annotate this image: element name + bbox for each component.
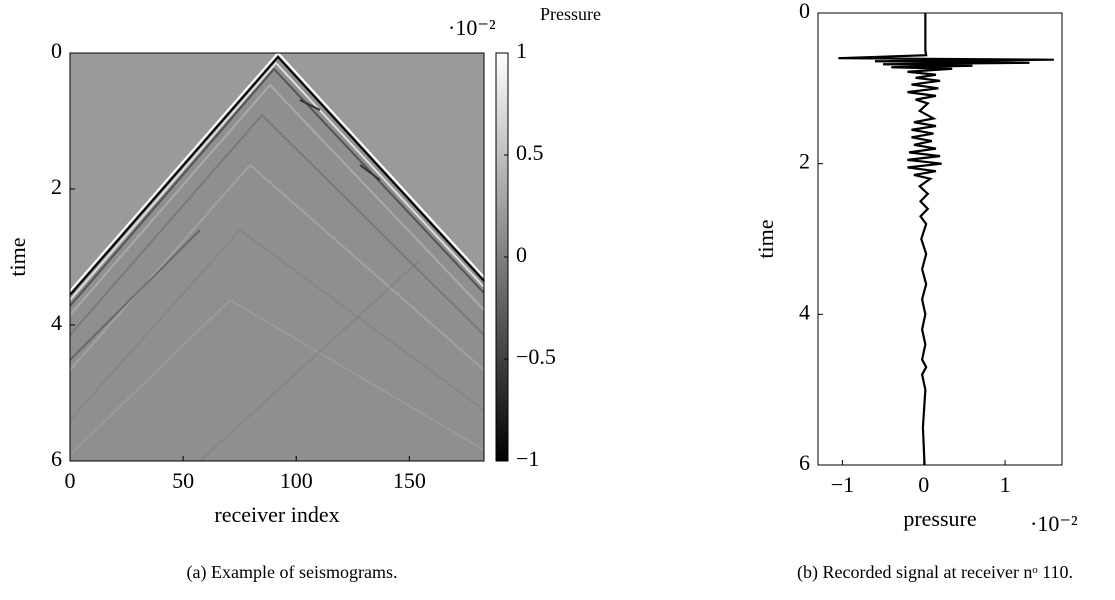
plot-frame xyxy=(69,52,485,462)
x-tick-label: 150 xyxy=(393,468,426,493)
colorbar-label: Pressure xyxy=(540,4,601,24)
plot-frame xyxy=(817,12,1063,466)
x-tick-label: 50 xyxy=(172,468,194,493)
y-tick-label: 4 xyxy=(51,310,62,335)
y-tick-label: 6 xyxy=(51,446,62,471)
y-tick-label: 0 xyxy=(51,38,62,63)
y-tick-label: 0 xyxy=(799,0,810,23)
y-tick-label: 4 xyxy=(799,299,810,324)
x-axis-label: receiver index xyxy=(214,502,339,527)
y-tick-label: 2 xyxy=(799,149,810,174)
colorbar-tick-label: 1 xyxy=(516,38,527,63)
colorbar-tick-label: −0.5 xyxy=(516,344,556,369)
x-axis-label: pressure xyxy=(903,506,976,531)
colorbar-tick-label: 0.5 xyxy=(516,140,544,165)
colorbar-tick-label: −1 xyxy=(516,446,539,471)
caption: (a) Example of seismograms. xyxy=(187,562,398,583)
y-axis-label: time xyxy=(5,237,30,276)
heatmap-image xyxy=(69,51,485,462)
y-axis-label: time xyxy=(753,219,778,258)
signal-line xyxy=(838,13,1054,466)
x-tick-label: 0 xyxy=(918,472,929,497)
colorbar-multiplier: ·10⁻² xyxy=(448,15,496,40)
y-tick-label: 6 xyxy=(799,450,810,475)
y-tick-label: 2 xyxy=(51,174,62,199)
x-tick-label: 0 xyxy=(65,468,76,493)
x-tick-label: 1 xyxy=(1000,472,1011,497)
colorbar-tick-label: 0 xyxy=(516,242,527,267)
x-tick-label: −1 xyxy=(831,472,854,497)
x-tick-label: 100 xyxy=(280,468,313,493)
caption: (b) Recorded signal at receiver nᵒ 110. xyxy=(797,562,1073,583)
x-multiplier: ·10⁻² xyxy=(1030,511,1078,536)
